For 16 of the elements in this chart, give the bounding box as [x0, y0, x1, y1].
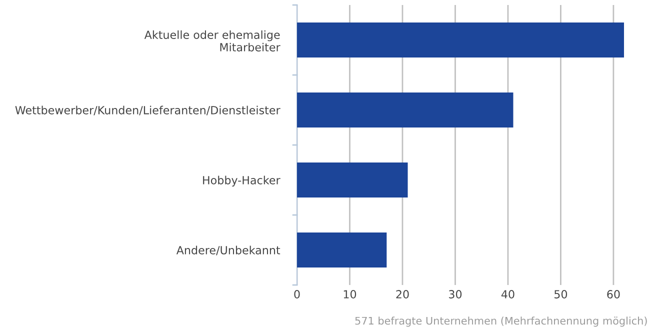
x-tick-label: 0 — [294, 290, 300, 298]
x-tick-label: 50 — [554, 290, 568, 298]
x-tick-label: 40 — [501, 290, 514, 298]
bar — [297, 232, 387, 268]
text: 571 befragte Unternehmen (Mehrfachnennung möglich) — [355, 316, 647, 327]
x-tick-label: 30 — [449, 290, 462, 298]
x-tick-label: 10 — [344, 290, 356, 298]
x-tick-label: 20 — [396, 290, 409, 298]
y-tick-label: Wettbewerber/Kunden/Lieferanten/Dienstleister — [15, 106, 280, 116]
bar — [297, 92, 514, 128]
x-tick-label: 60 — [607, 290, 620, 298]
bar — [297, 22, 624, 58]
y-tick-label: Hobby-Hacker — [203, 176, 280, 187]
y-tick-label: Aktuelle oder ehemalige Mitarbeiter — [144, 30, 280, 52]
bar — [297, 162, 408, 198]
y-tick-label: Andere/Unbekannt — [176, 246, 280, 256]
